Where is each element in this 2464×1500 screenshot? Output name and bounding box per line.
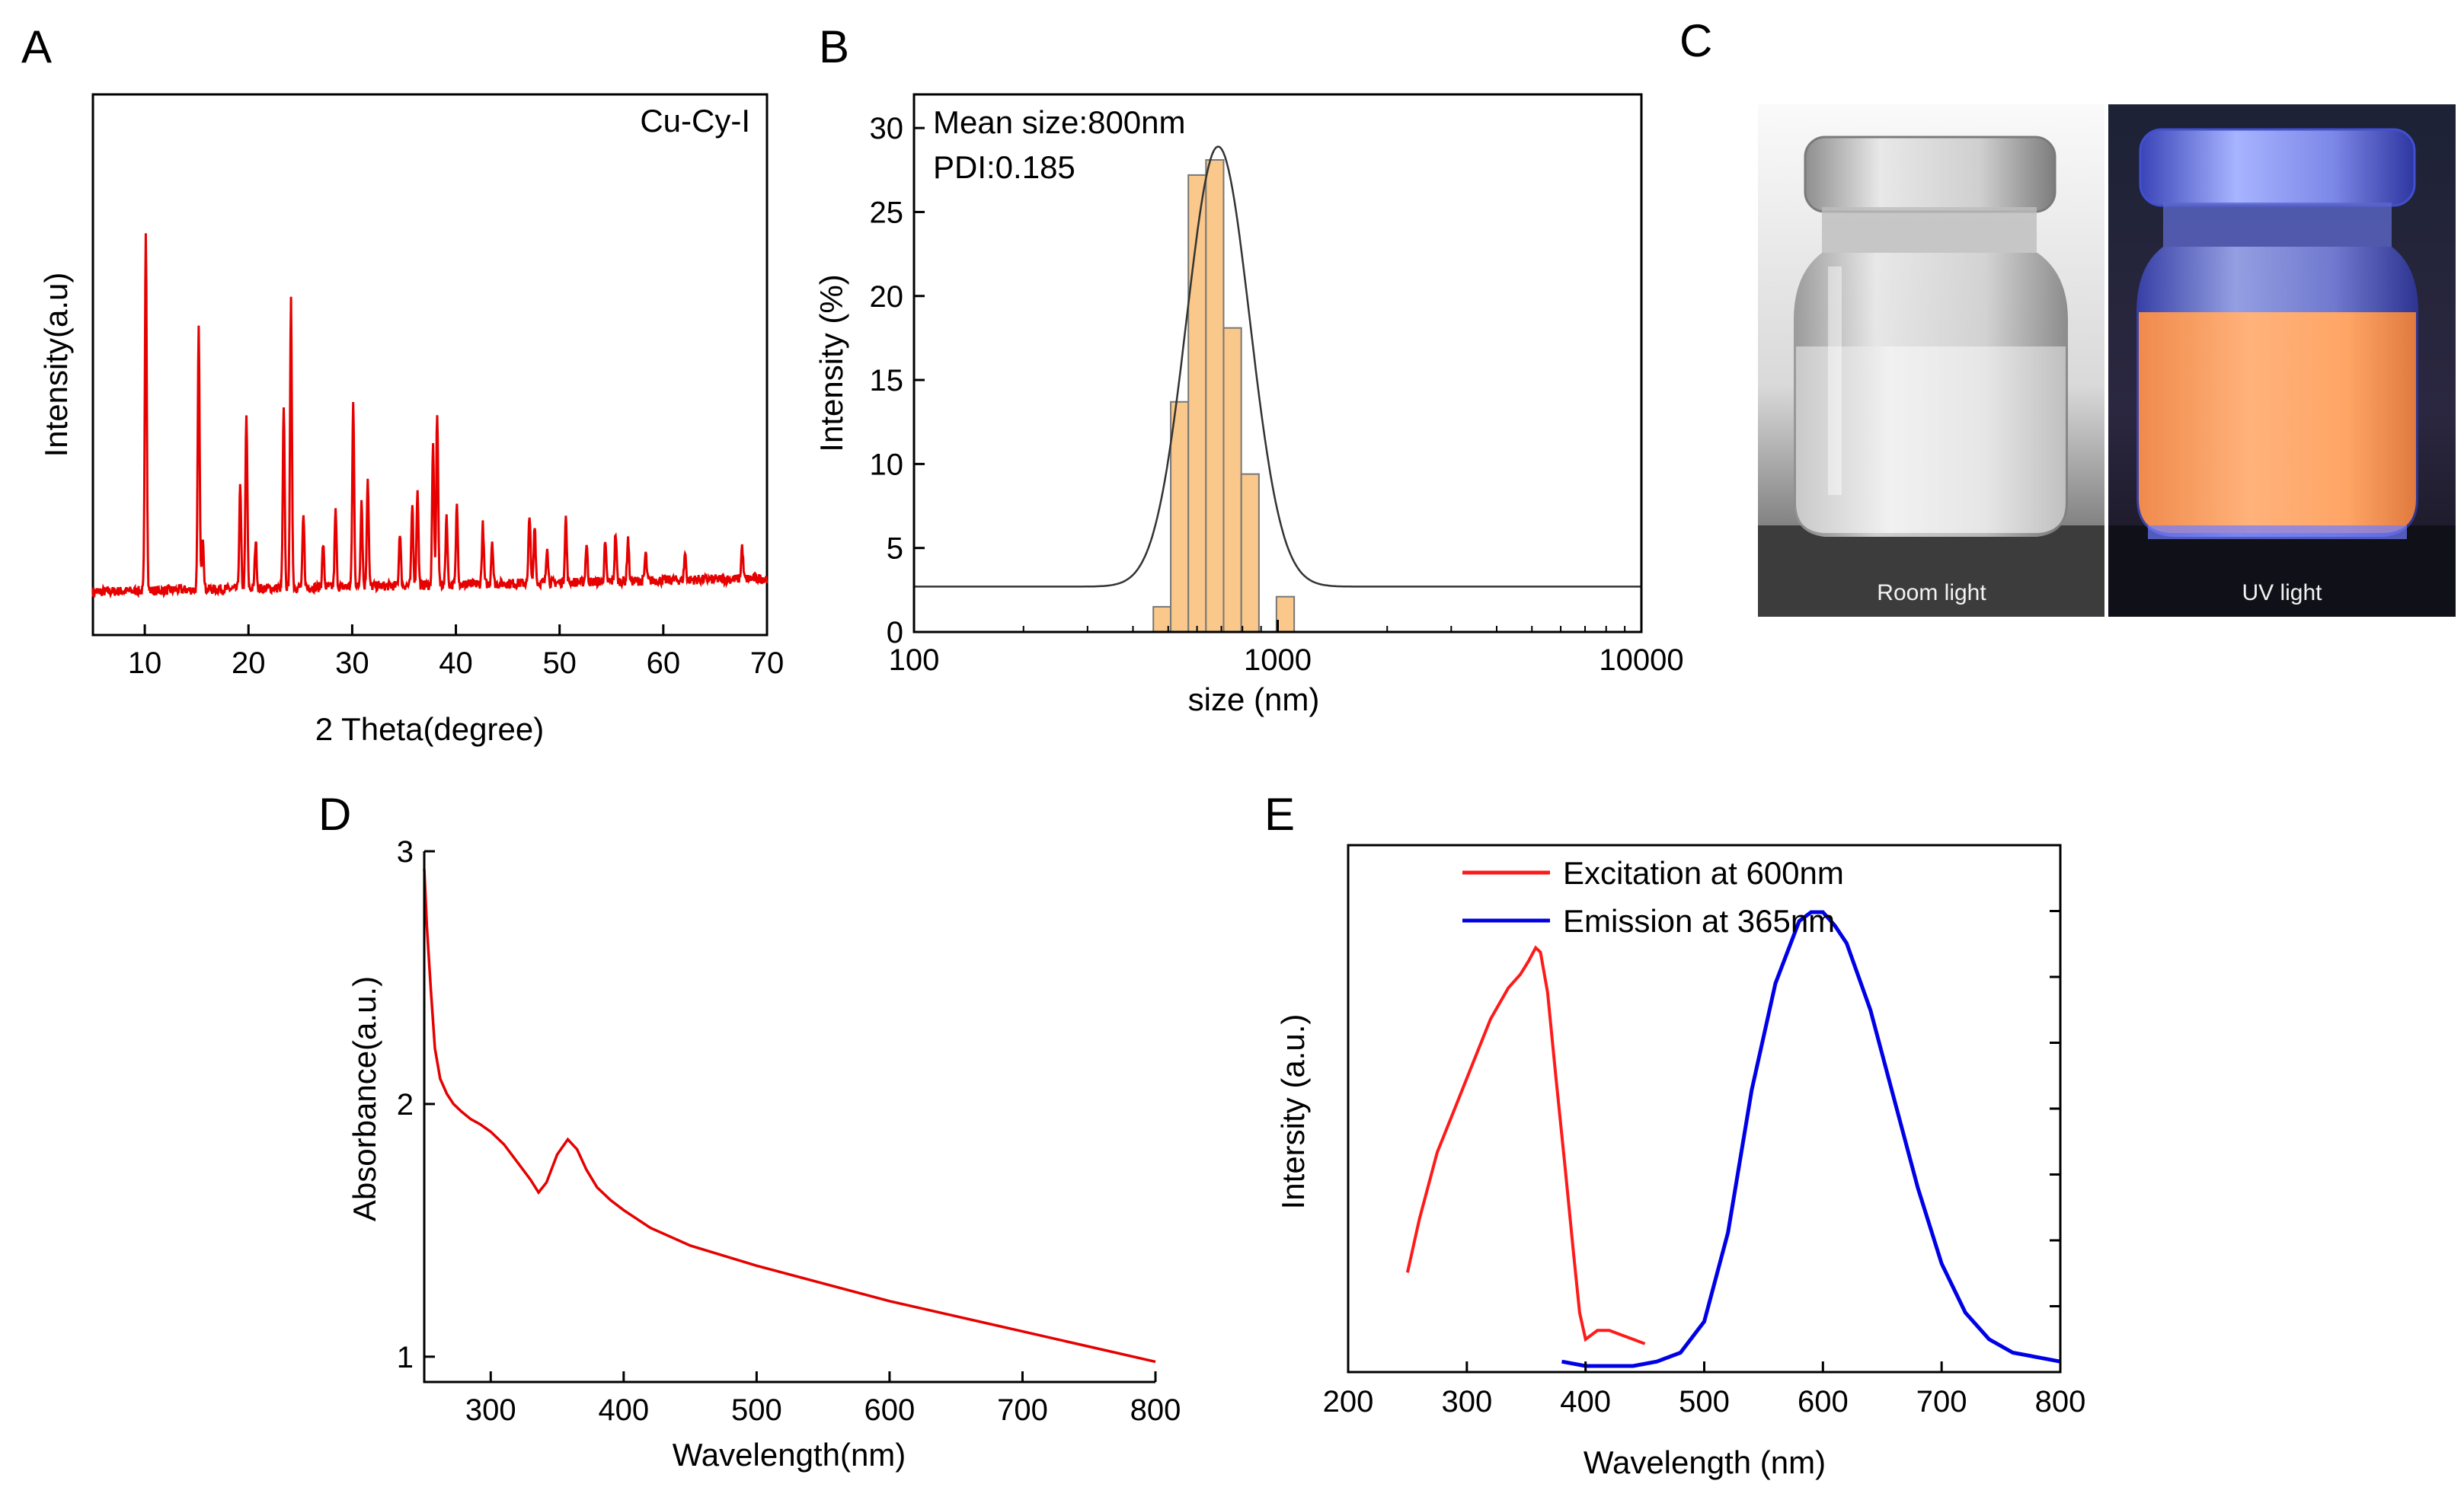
chart-b-y-tick-label-30: 30 xyxy=(870,112,904,145)
chart-a: 10 20 30 40 50 60 70 Cu-Cy-I 2 Theta(degree) I… xyxy=(38,93,784,747)
panel-letter-c: C xyxy=(1679,15,1712,66)
chart-b-y-tick-label-15: 15 xyxy=(870,364,904,397)
chart-b-y-tick-label-0: 0 xyxy=(887,616,903,649)
chart-d-y-title: Absorbance(a.u.) xyxy=(347,976,382,1221)
chart-d: 1 2 3 300 400 500 600 700 800 Wavelength(nm) Ab… xyxy=(347,835,1181,1473)
chart-d-x-tick-label-500: 500 xyxy=(731,1393,782,1427)
chart-a-x-tick-label-50: 50 xyxy=(542,646,577,680)
chart-b-y-title: Intensity (%) xyxy=(813,274,849,452)
panel-letter-b: B xyxy=(819,21,849,72)
chart-d-x-tick-label-600: 600 xyxy=(864,1393,916,1427)
chart-e-x-tick-label-300: 300 xyxy=(1441,1385,1492,1419)
chart-b-bars xyxy=(1152,159,1296,634)
photo-room-light-label: Room light xyxy=(1877,580,1986,605)
chart-a-x-title: 2 Theta(degree) xyxy=(315,711,544,747)
chart-e-y-title: Intersity (a.u.) xyxy=(1275,1014,1311,1210)
chart-b-x-title: size (nm) xyxy=(1188,681,1320,717)
chart-b-bar-2 xyxy=(1187,174,1207,633)
chart-a-x-tick-label-20: 20 xyxy=(232,646,266,680)
chart-b-y-tick-label-25: 25 xyxy=(870,196,904,229)
chart-b-y-tick-label-5: 5 xyxy=(887,532,903,566)
chart-b-y-ticks: 0 5 10 15 20 25 30 xyxy=(870,112,925,649)
chart-a-xrd-line xyxy=(91,233,769,599)
chart-e-x-tick-label-600: 600 xyxy=(1798,1385,1849,1419)
chart-e-x-ticks: 200 300 400 500 600 700 800 xyxy=(1323,1361,2086,1419)
chart-d-x-title: Wavelength(nm) xyxy=(673,1437,906,1473)
chart-a-x-tick-label-70: 70 xyxy=(750,646,785,680)
chart-b-x-tick-label-100: 100 xyxy=(889,643,940,677)
chart-e: 200 300 400 500 600 700 800 Excitation at 600n… xyxy=(1275,844,2086,1480)
chart-e-legend-emission: Emission at 365nm xyxy=(1563,903,1835,939)
chart-d-y-tick-label-3: 3 xyxy=(397,835,414,869)
chart-d-x-tick-label-400: 400 xyxy=(598,1393,649,1427)
chart-b-y-tick-label-10: 10 xyxy=(870,448,904,481)
chart-b-bar-7 xyxy=(1275,595,1296,634)
chart-a-sample-label: Cu-Cy-I xyxy=(640,103,750,139)
chart-d-x-tick-label-800: 800 xyxy=(1130,1393,1181,1427)
chart-e-x-tick-label-800: 800 xyxy=(2035,1385,2086,1419)
chart-a-y-title: Intensity(a.u) xyxy=(38,273,74,458)
chart-e-legend: Excitation at 600nm Emission at 365nm xyxy=(1462,855,1844,939)
chart-e-x-tick-label-700: 700 xyxy=(1916,1385,1967,1419)
chart-d-x-tick-label-300: 300 xyxy=(465,1393,516,1427)
chart-a-frame xyxy=(91,93,769,637)
panel-letter-a: A xyxy=(21,21,52,72)
chart-a-x-tick-label-30: 30 xyxy=(335,646,369,680)
photo-uv-light-label: UV light xyxy=(2242,580,2322,605)
chart-d-axes xyxy=(423,851,1155,1384)
panel-letter-d: D xyxy=(318,789,351,840)
chart-e-emission-line xyxy=(1561,910,2061,1368)
chart-e-legend-excitation: Excitation at 600nm xyxy=(1563,855,1844,891)
chart-a-x-ticks: 10 20 30 40 50 60 70 xyxy=(128,624,784,680)
chart-b-bar-1 xyxy=(1170,401,1190,634)
chart-e-x-tick-label-500: 500 xyxy=(1679,1385,1730,1419)
chart-b-bar-4 xyxy=(1222,327,1242,633)
chart-b-y-tick-label-20: 20 xyxy=(870,280,904,314)
chart-a-x-tick-label-40: 40 xyxy=(439,646,473,680)
chart-b-mean-size: Mean size:800nm xyxy=(933,104,1186,140)
photo-room-light: Room light xyxy=(1758,104,2104,617)
chart-b-bar-5 xyxy=(1240,473,1260,633)
chart-b-pdi: PDI:0.185 xyxy=(933,149,1075,185)
chart-d-y-ticks: 1 2 3 xyxy=(397,835,435,1374)
chart-b-bar-3 xyxy=(1205,159,1225,633)
chart-e-x-tick-label-200: 200 xyxy=(1323,1385,1374,1419)
chart-b-x-ticks: 100 1000 10000 xyxy=(889,620,1684,677)
chart-e-excitation-line xyxy=(1405,945,1646,1345)
chart-b-fit-curve xyxy=(914,145,1641,588)
chart-e-y-ticks xyxy=(2050,910,2060,1307)
chart-a-x-tick-label-10: 10 xyxy=(128,646,162,680)
panel-letter-e: E xyxy=(1264,789,1295,840)
chart-d-y-tick-label-2: 2 xyxy=(397,1088,414,1122)
chart-e-x-tick-label-400: 400 xyxy=(1560,1385,1611,1419)
chart-d-absorbance-line xyxy=(423,869,1156,1364)
chart-a-x-tick-label-60: 60 xyxy=(647,646,681,680)
chart-b: 0 5 10 15 20 25 30 100 1000 10000 Mean size:800n… xyxy=(813,93,1684,717)
chart-d-x-ticks: 300 400 500 600 700 800 xyxy=(465,1371,1181,1427)
chart-b-x-tick-label-1000: 1000 xyxy=(1244,643,1312,677)
chart-b-x-tick-label-10000: 10000 xyxy=(1599,643,1683,677)
chart-d-x-tick-label-700: 700 xyxy=(997,1393,1048,1427)
photo-uv-light: UV light xyxy=(2108,104,2456,617)
chart-e-x-title: Wavelength (nm) xyxy=(1584,1444,1826,1480)
chart-d-y-tick-label-1: 1 xyxy=(397,1341,414,1374)
